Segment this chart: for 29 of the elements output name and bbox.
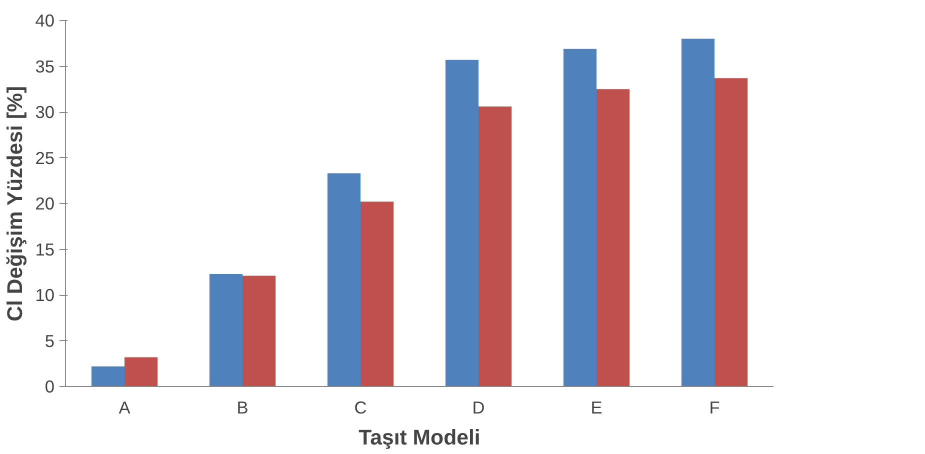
x-tick-label: E	[590, 398, 602, 418]
y-tick-label: 0	[44, 376, 55, 396]
bar	[681, 38, 714, 386]
y-tick-label: 35	[35, 56, 55, 76]
bar	[91, 366, 124, 386]
y-tick-label: 40	[35, 10, 55, 30]
bar	[478, 106, 512, 386]
bar	[327, 173, 360, 386]
x-tick-label: D	[472, 398, 485, 418]
y-tick-label: 10	[35, 285, 55, 305]
y-tick-label: 15	[35, 239, 55, 260]
y-tick-label: 25	[35, 148, 55, 168]
bar	[563, 48, 596, 386]
x-tick-label: F	[709, 398, 720, 418]
x-axis-title: Taşıt Modeli	[358, 426, 480, 450]
y-axis-title: Cl Değişim Yüzdesi [%]	[3, 86, 28, 322]
x-tick-label: C	[354, 398, 367, 418]
bar	[209, 274, 242, 386]
x-tick-label: B	[236, 398, 248, 418]
y-tick-label: 5	[44, 330, 55, 351]
x-tick-label: A	[118, 398, 131, 418]
bar	[360, 202, 394, 386]
bar	[445, 60, 478, 386]
bar	[242, 276, 276, 386]
bar	[596, 89, 630, 386]
bar	[124, 357, 158, 386]
bar	[714, 78, 748, 386]
y-tick-label: 20	[35, 194, 55, 214]
y-tick-label: 30	[35, 102, 55, 122]
